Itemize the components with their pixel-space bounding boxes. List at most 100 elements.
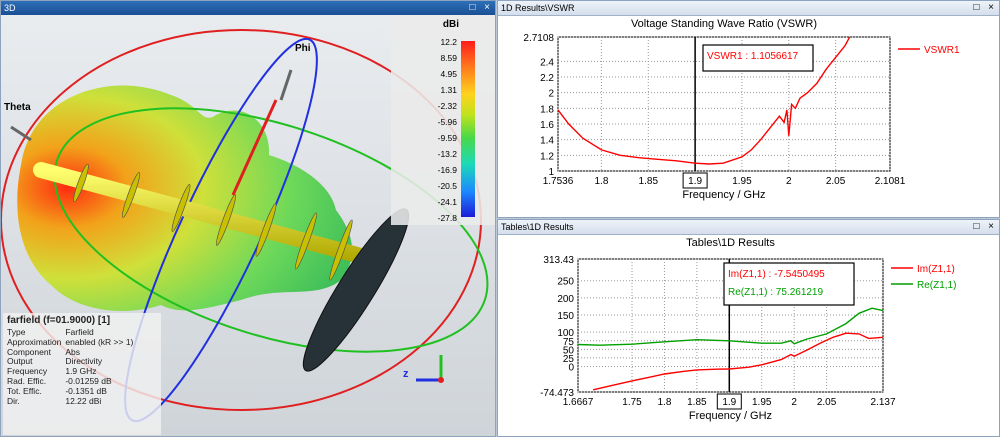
info-value: Directivity	[65, 356, 103, 367]
info-key: Component	[7, 346, 51, 357]
farfield-info-row: Rad. Effic. -0.01259 dB	[7, 375, 137, 387]
series-line-re-z1-1-	[577, 307, 884, 346]
farfield-info-row: Approximation enabled (kR >> 1)	[7, 336, 137, 348]
info-key: Rad. Effic.	[7, 375, 47, 386]
x-tick-label: 2.1081	[875, 176, 906, 187]
legend-label: Im(Z1,1)	[917, 264, 955, 275]
farfield-info-row: Dir. 12.22 dBi	[7, 395, 137, 407]
y-tick-label: 1	[548, 167, 554, 178]
panel-vswr-window-buttons[interactable]: □ ×	[973, 2, 997, 13]
colorbar-tick: 8.59	[440, 53, 457, 63]
y-tick-label: 1.2	[540, 151, 554, 162]
marker-x-box	[682, 172, 708, 189]
x-tick-label: 1.85	[687, 397, 707, 408]
y-tick-label: 75	[563, 337, 575, 348]
farfield-info-box: farfield (f=01.9000) [1] Type Farfield App…	[3, 313, 161, 435]
x-tick-label: 1.95	[732, 176, 752, 187]
panel-vswr-titlebar[interactable]: 1D Results\VSWR □ ×	[498, 1, 999, 16]
y-tick-label: 1.6	[540, 120, 554, 131]
colorbar-tick: -13.2	[437, 149, 457, 159]
x-tick-label: 2.137	[870, 397, 895, 408]
farfield-info-row: Tot. Effic. -0.1351 dB	[7, 385, 137, 397]
panel-tables-window-buttons[interactable]: □ ×	[973, 221, 997, 232]
chart-title: Tables\1D Results	[686, 237, 775, 249]
marker-annotation-box	[723, 262, 855, 306]
x-tick-label: 1.7536	[543, 176, 574, 187]
panel-tables[interactable]: Tables\1D Results □ × Tables\1D Results 1…	[497, 219, 1000, 437]
panel-vswr[interactable]: 1D Results\VSWR □ × Voltage Standing Wav…	[497, 0, 1000, 218]
farfield-info-row: Output Directivity	[7, 357, 137, 367]
x-tick-label: 1.85	[639, 176, 659, 187]
y-tick-label: 2.7108	[523, 33, 554, 44]
info-key: Approximation	[7, 336, 62, 347]
colorbar-unit: dBi	[442, 19, 459, 30]
series-line-vswr1	[557, 36, 851, 165]
y-tick-label: 1.4	[540, 136, 554, 147]
x-tick-label: 2.05	[817, 397, 837, 408]
x-axis-label: Frequency / GHz	[689, 410, 772, 422]
y-tick-label: 200	[557, 294, 574, 305]
marker-x-label: 1.9	[722, 397, 736, 408]
info-value: 1.9 GHz	[65, 366, 97, 377]
info-value: 12.22 dBi	[65, 395, 102, 406]
farfield-info-row: Component Abs	[7, 346, 137, 358]
farfield-info-row: Frequency 1.9 GHz	[7, 366, 137, 377]
x-tick-label: 2	[791, 397, 797, 408]
panel-tables-titlebar[interactable]: Tables\1D Results □ ×	[498, 220, 999, 235]
farfield-info-header: farfield (f=01.9000) [1]	[7, 315, 111, 326]
antenna-boom	[33, 162, 384, 268]
x-tick-label: 1.8	[595, 176, 609, 187]
info-key: Type	[7, 327, 26, 337]
axis-label-z: z	[403, 368, 409, 380]
colorbar-tick: -24.1	[437, 197, 457, 207]
farfield-info-row: Type Farfield	[7, 327, 137, 338]
marker-annotation-text: Re(Z1,1) : 75.261219	[728, 287, 823, 298]
legend-label: VSWR1	[924, 45, 960, 56]
x-tick-label: 1.75	[622, 397, 642, 408]
info-key: Output	[7, 356, 33, 367]
theta-axis-arrow	[10, 125, 32, 142]
panel-vswr-title: 1D Results\VSWR	[501, 3, 575, 13]
colorbar-tick: -20.5	[437, 181, 457, 191]
y-tick-label: 2.2	[540, 73, 554, 84]
colorbar-tick: 1.31	[440, 85, 457, 95]
info-value: Abs	[65, 346, 80, 357]
marker-annotation-box	[702, 44, 814, 72]
colorbar-tick: 4.95	[440, 69, 457, 79]
x-tick-label: 1.8	[657, 397, 671, 408]
marker-annotation-text: Im(Z1,1) : -7.5450495	[728, 269, 825, 280]
marker-x-label: 1.9	[688, 176, 702, 187]
info-key: Tot. Effic.	[7, 385, 42, 396]
colorbar-tick: -2.32	[437, 101, 457, 111]
panel-3d-titlebar[interactable]: 3D □ ×	[1, 1, 495, 16]
marker-annotation-text: VSWR1 : 1.1056617	[707, 51, 799, 62]
colorbar-tick: -5.96	[437, 117, 457, 127]
axis-label-phi: Phi	[295, 43, 311, 54]
panel-3d[interactable]: 3D □ ×	[0, 0, 496, 437]
x-tick-label: 1.6667	[563, 397, 594, 408]
colorbar-tick: 12.2	[440, 37, 457, 47]
series-line-im-z1-1-	[592, 332, 884, 391]
vswr-chart[interactable]: Voltage Standing Wave Ratio (VSWR) 1.7536…	[498, 15, 1000, 218]
y-tick-label: -74.473	[540, 388, 574, 399]
y-tick-label: 2.4	[540, 57, 554, 68]
antenna-elements	[73, 163, 353, 281]
info-key: Frequency	[7, 366, 48, 377]
y-tick-label: 313.43	[543, 255, 574, 266]
info-key: Dir.	[7, 395, 20, 406]
colorbar-tick: -9.59	[437, 133, 457, 143]
axis-label-theta: Theta	[4, 102, 31, 113]
colorbar-tick: -16.9	[437, 165, 457, 175]
y-tick-label: 150	[557, 311, 574, 322]
orientation-gizmo[interactable]: z	[403, 355, 444, 383]
colorbar-legend: dBi 12.2 8.59 4.95 1.31 -2.32 -5.96 -9.59 -13.2…	[391, 15, 495, 225]
y-tick-label: 25	[563, 354, 575, 365]
marker-x-box	[716, 393, 742, 410]
panel-tables-title: Tables\1D Results	[501, 222, 574, 232]
phi-axis-arrow	[279, 69, 293, 101]
info-value: Farfield	[65, 327, 94, 337]
info-value: enabled (kR >> 1)	[65, 336, 134, 347]
panel-3d-window-buttons[interactable]: □ ×	[469, 2, 493, 13]
x-tick-label: 1.95	[752, 397, 772, 408]
impedance-chart[interactable]: Tables\1D Results 1.6667 1.75 1.8 1.85 1.9 1.9…	[498, 234, 1000, 437]
